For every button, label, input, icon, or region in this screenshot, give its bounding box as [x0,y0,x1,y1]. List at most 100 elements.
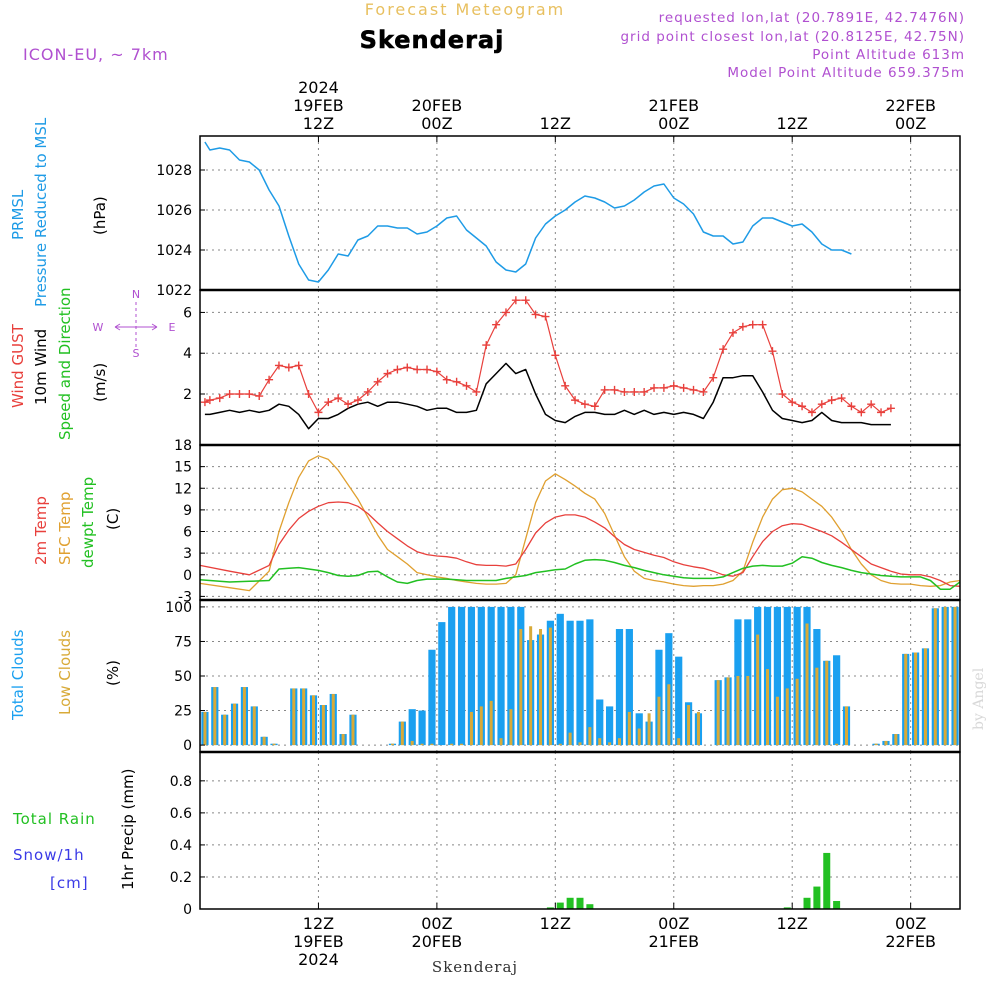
y-tick-label: 0 [183,738,192,754]
low-clouds-bar [647,713,651,746]
rain-bar [833,900,841,909]
gust-marker [432,367,441,376]
low-clouds-bar [578,742,582,746]
gust-marker [807,408,816,417]
low-clouds-bar [617,738,621,746]
total-clouds-bar [675,656,683,746]
station-title: Skenderaj [360,26,505,54]
prmsl-label: PRMSL [9,189,27,240]
total-clouds-bar [606,706,614,746]
low-clouds-bar [667,684,671,746]
top-time-label: 12Z [303,114,334,133]
low-clouds-bar [608,742,612,746]
compass-east: E [169,321,176,334]
gust-marker [265,375,274,384]
low-clouds-bar [884,740,888,746]
wind-speed-direction-label: Speed and Direction [56,287,74,440]
y-tick-label: 0.6 [170,806,192,822]
low-clouds-bar [775,696,779,746]
gust-marker [837,394,846,403]
low-clouds-bar [539,629,543,746]
total-clouds-bar [615,629,624,746]
low-clouds-bar [805,623,809,746]
total-clouds-label: Total Clouds [9,629,27,721]
low-clouds-bar [825,660,829,746]
low-clouds-bar [914,652,918,746]
top-time-label: 12Z [777,114,808,133]
low-clouds-bar [815,667,819,746]
low-clouds-bar [499,738,503,746]
gust-marker [679,383,688,392]
y-tick-label: -3 [178,589,192,605]
total-clouds-bar [487,606,495,746]
low-clouds-bar [400,721,404,746]
gust-marker [284,363,293,372]
gust-marker [867,400,876,409]
gust-marker [580,400,589,409]
compass-north: N [132,288,140,301]
gust-marker [798,402,807,411]
low-clouds-bar [519,629,523,746]
low-clouds-bar [894,734,898,746]
model-altitude: Model Point Altitude 659.375m [727,65,965,81]
axis-labels: 1022 1024 1026 1028 2 4 6 -3 0 3 6 9 12 15 18 0 25 50 75 10… [156,78,936,969]
low-clouds-bar [312,695,316,746]
gust-marker [610,385,619,394]
gust-marker [541,312,550,321]
gust-marker [482,341,491,350]
top-time-label: 00Z [421,114,452,133]
gust-marker [778,390,787,399]
gust-marker [235,390,244,399]
gust-marker [857,408,866,417]
y-tick-label: 50 [174,669,192,685]
low-clouds-bar [390,743,394,746]
y-tick-label: 1024 [156,243,192,259]
y-tick-label: 0 [183,568,192,584]
data-series [199,141,961,909]
gust-marker [215,394,224,403]
low-clouds-bar [943,606,947,746]
rain-bar [556,902,564,909]
y-tick-label: 0 [183,902,192,918]
gust-marker [403,363,412,372]
gust-marker [590,402,599,411]
low-clouds-bar [795,678,799,746]
y-tick-label: 25 [174,704,192,720]
footer-station: Skenderaj [432,958,518,976]
total-clouds-bar [497,606,505,746]
pressure-msl-label: Pressure Reduced to MSL [32,117,50,307]
low-clouds-bar [953,606,957,746]
low-clouds-bar [844,706,848,746]
bottom-time-label: 00Z [658,914,689,933]
snow-label: Snow/1h [13,846,85,864]
total-clouds-bar [596,699,604,746]
y-tick-label: 6 [183,525,192,541]
bottom-time-label: 12Z [777,914,808,933]
low-clouds-bar [460,743,464,746]
low-clouds-bar [213,687,217,746]
gust-marker [492,320,501,329]
gust-marker [738,322,747,331]
gust-marker [383,369,392,378]
low-clouds-bar [479,706,483,746]
bottom-time-label: 00Z [895,914,926,933]
gust-marker [877,408,886,417]
gust-marker [650,383,659,392]
low-clouds-bar [548,627,552,746]
y-tick-label: 4 [183,346,192,362]
gust-marker [600,385,609,394]
total-clouds-bar [467,606,476,746]
low-clouds-bar [262,736,266,746]
gust-marker [245,390,254,399]
compass-south: S [133,347,140,360]
gust-marker [472,387,481,396]
total-clouds-bar [833,655,841,746]
gust-marker [728,328,737,337]
low-clouds-bar [223,714,227,746]
y-tick-label: 0.2 [170,870,192,886]
low-clouds-bar [835,743,839,746]
low-clouds-bar [874,743,878,746]
low-clouds-bar [568,732,572,746]
point-altitude: Point Altitude 613m [812,47,965,63]
gust-marker [699,387,708,396]
